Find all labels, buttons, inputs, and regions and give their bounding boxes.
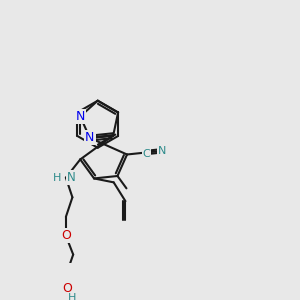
Text: O: O bbox=[62, 282, 72, 295]
Text: O: O bbox=[61, 229, 71, 242]
Text: C: C bbox=[142, 149, 150, 159]
Text: N: N bbox=[85, 131, 94, 144]
Text: H: H bbox=[53, 173, 61, 183]
Text: H: H bbox=[68, 293, 76, 300]
Text: N: N bbox=[67, 171, 76, 184]
Text: N: N bbox=[76, 110, 85, 123]
Text: N: N bbox=[158, 146, 166, 156]
